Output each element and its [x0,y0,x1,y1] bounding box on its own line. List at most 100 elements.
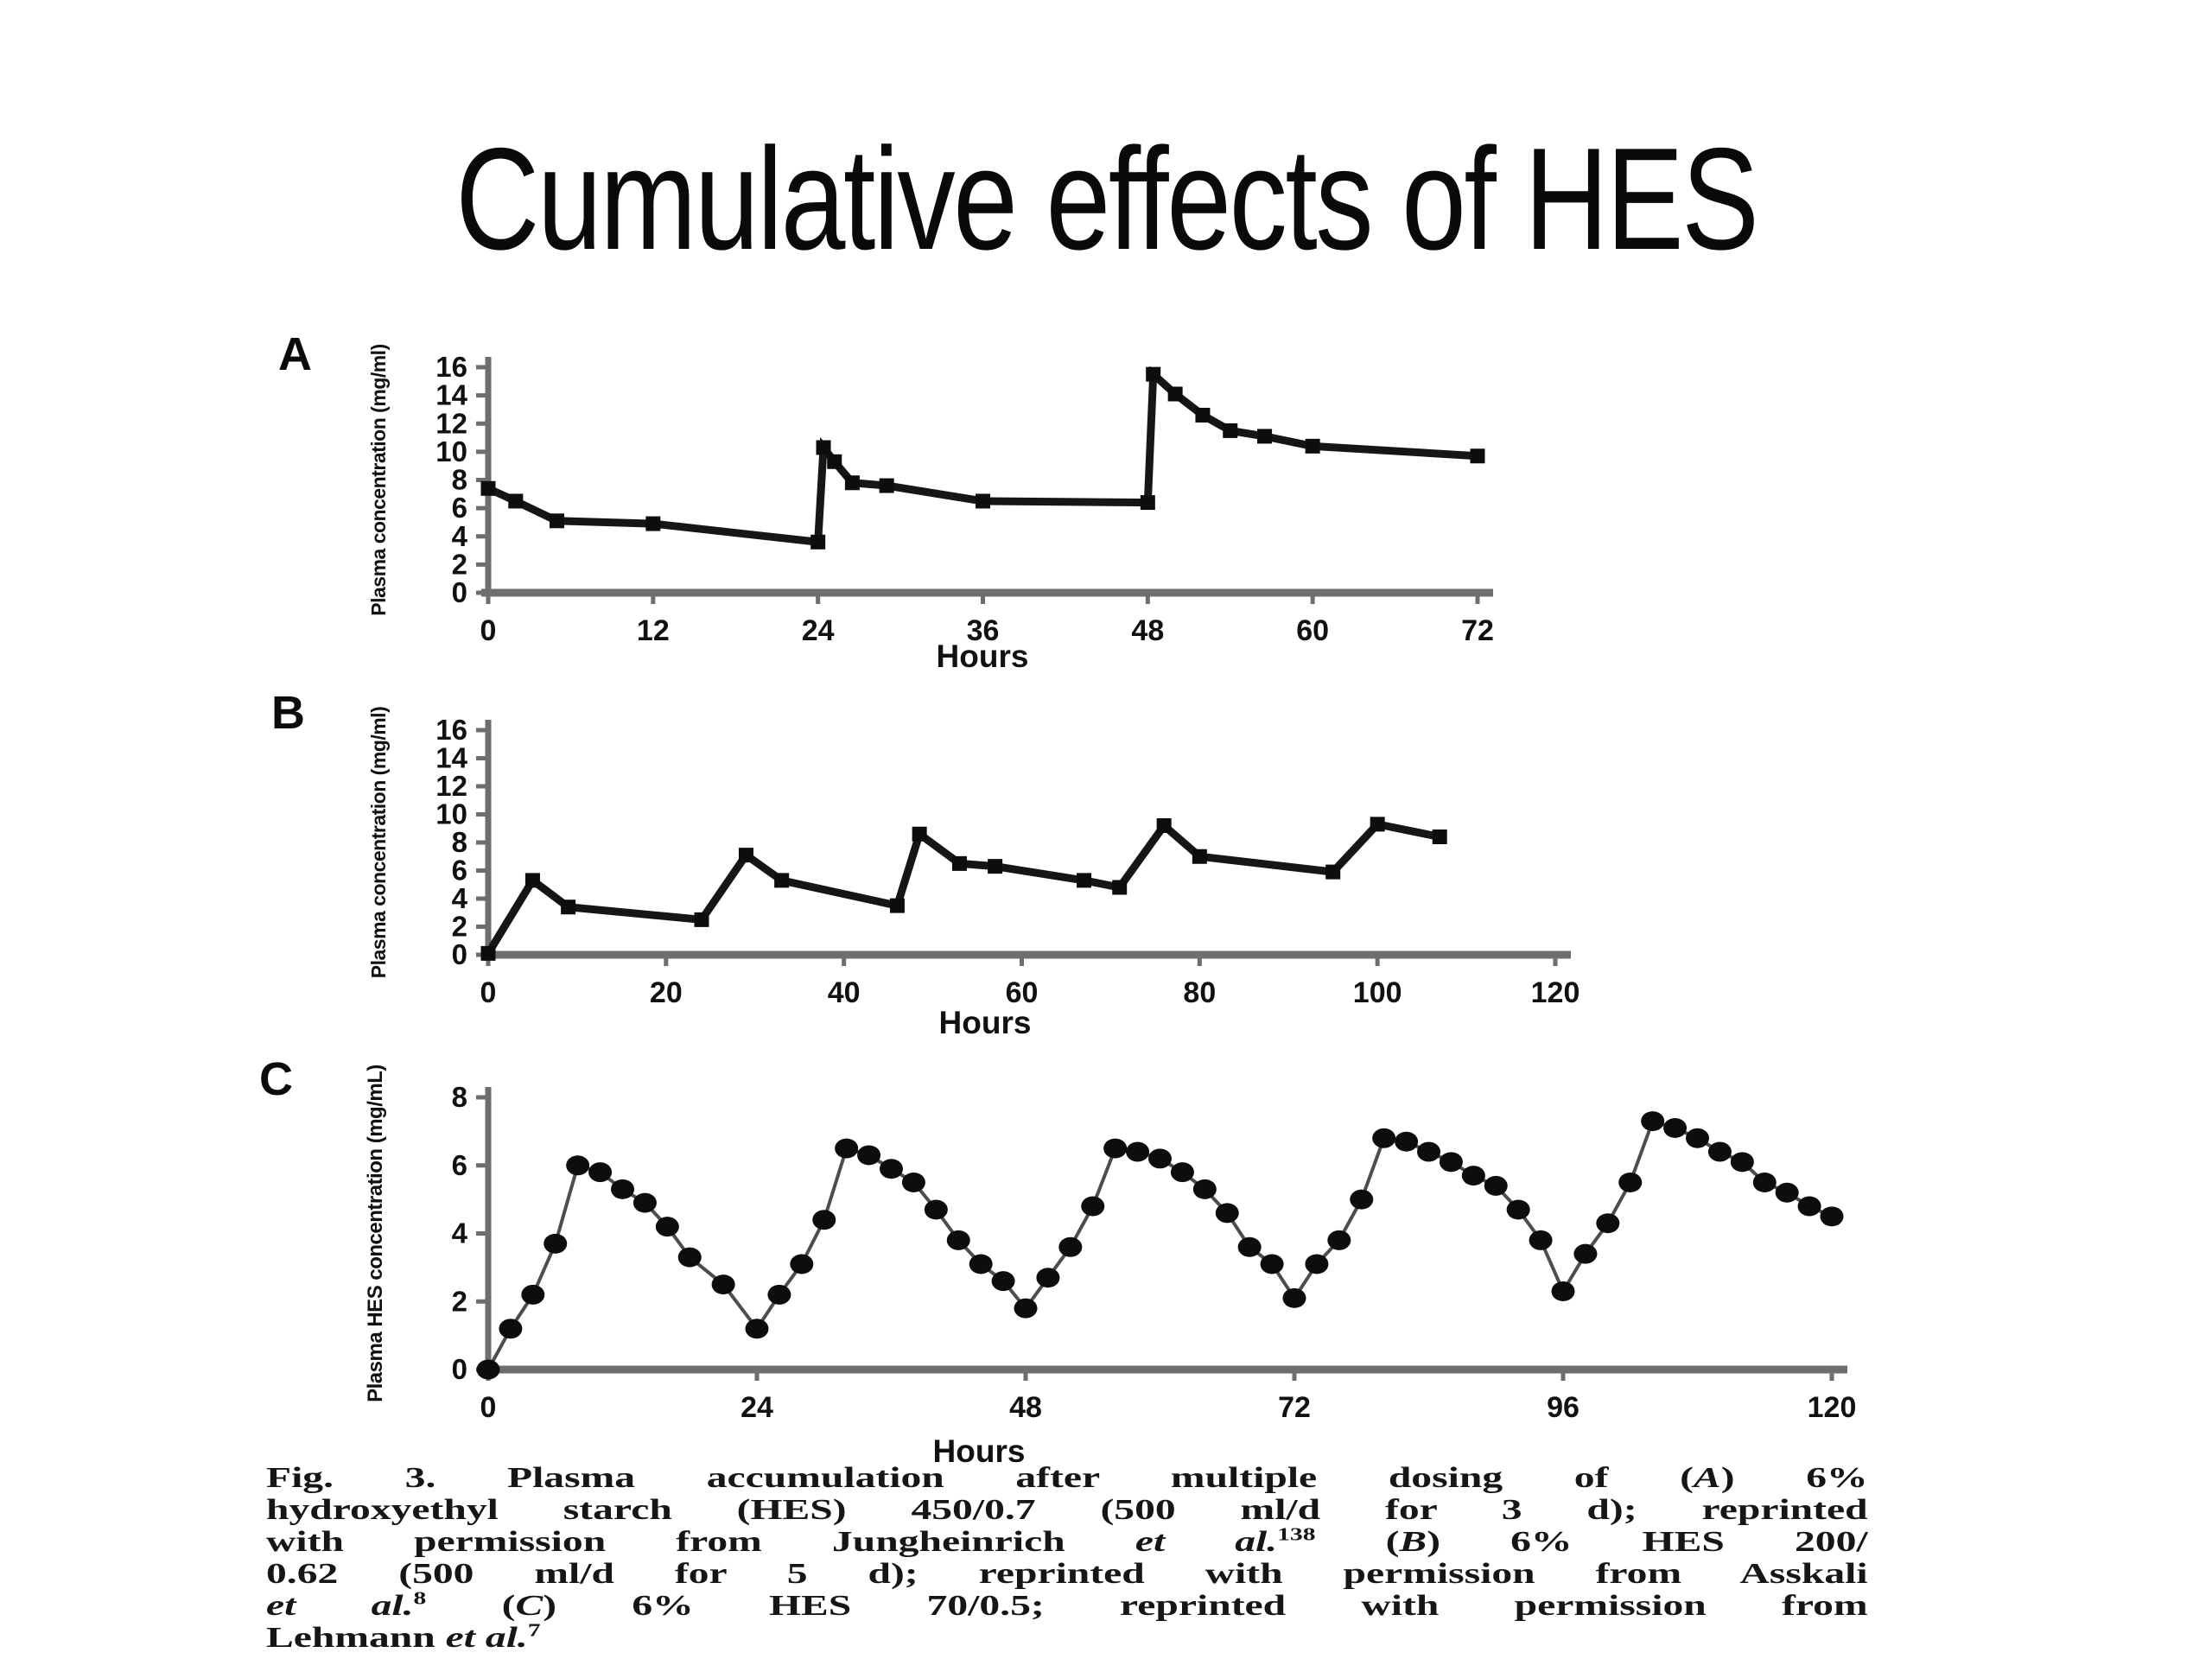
y-tick-label: 16 [435,714,467,746]
data-point [745,1319,769,1339]
series-line [486,365,1478,547]
data-point [1573,1243,1598,1264]
data-point [1126,1141,1150,1162]
caption-superscript: 138 [1277,1523,1316,1545]
data-point [508,493,524,509]
slide-title: Cumulative effects of HES [0,126,2212,271]
caption-text: et al. [266,1590,414,1622]
caption-line: Lehmann et al.7 [266,1619,1868,1654]
data-point [694,912,709,927]
x-axis-title: Hours [939,1005,1032,1040]
data-point [1140,495,1155,511]
data-point [1775,1182,1799,1203]
caption-line: 0.62 (500 ml/d for 5 d); reprinted with … [266,1558,1868,1590]
data-point [879,478,894,493]
data-point [1148,1148,1172,1169]
y-axis-title: Plasma concentration (mg/ml) [367,344,390,615]
caption-line: hydroxyethyl starch (HES) 450/0.7 (500 m… [266,1494,1868,1526]
data-point [677,1247,702,1268]
data-point [1470,448,1485,464]
y-tick-label: 2 [452,548,467,580]
data-point [524,873,540,888]
data-point [1156,818,1172,833]
caption-text: B [1399,1526,1427,1558]
data-point [1103,1138,1128,1159]
panel-label-c: C [259,1053,293,1105]
caption-text: A [1693,1462,1721,1494]
x-tick-label: 120 [1531,976,1580,1009]
data-point [767,1284,791,1305]
data-point [835,1138,859,1159]
caption-text: ( [1315,1526,1400,1558]
x-tick-label: 48 [1009,1391,1042,1424]
data-point [1305,438,1320,454]
x-tick-label: 60 [1296,614,1329,647]
caption-text: with permission from Jungheinrich [266,1526,1135,1558]
data-point [1506,1199,1530,1220]
x-tick-label: 0 [480,614,497,647]
data-point [991,1271,1015,1292]
data-point [1596,1213,1620,1234]
x-tick-label: 72 [1461,614,1494,647]
caption-text: hydroxyethyl starch (HES) 450/0.7 (500 m… [266,1494,1868,1526]
y-axis-title: Plasma HES concentration (mg/mL) [364,1065,387,1402]
data-point [1327,1230,1351,1250]
data-point [1618,1172,1643,1192]
data-point [1305,1254,1329,1274]
x-tick-label: 24 [802,614,835,647]
series-line [485,819,1441,956]
data-point [827,454,842,469]
y-tick-label: 10 [435,435,467,467]
data-point [1432,830,1447,844]
data-point [1372,1128,1396,1148]
data-point [1081,1196,1105,1217]
y-tick-label: 8 [452,464,467,496]
data-point [1077,873,1092,888]
data-point [1192,849,1207,864]
data-point [645,516,661,531]
y-tick-label: 4 [452,1217,468,1249]
y-tick-label: 6 [452,855,467,887]
data-point [912,826,927,842]
caption-superscript: 7 [527,1619,541,1641]
data-point [816,440,831,455]
data-point [1237,1236,1262,1257]
data-point [1257,429,1273,444]
data-point [1325,864,1341,880]
data-point [1192,1179,1217,1199]
data-point [480,945,496,961]
data-point [1282,1287,1306,1308]
y-tick-label: 6 [452,1149,467,1181]
y-tick-label: 4 [452,520,468,552]
data-point [889,898,905,913]
data-point [924,1199,948,1220]
x-tick-label: 36 [967,614,1000,647]
data-point [632,1192,657,1213]
data-point [969,1254,993,1274]
data-point [1707,1141,1732,1162]
data-point [1551,1281,1575,1301]
data-point [566,1155,590,1176]
data-point [611,1179,634,1199]
data-point [1395,1131,1419,1152]
x-axis-title: Hours [933,1433,1026,1469]
y-tick-label: 4 [452,882,468,914]
data-point [946,1230,970,1250]
caption-text: 0.62 (500 ml/d for 5 d); reprinted with … [266,1558,1868,1590]
caption-line: Fig. 3. Plasma accumulation after multip… [266,1462,1868,1494]
data-point [711,1274,735,1295]
data-point [857,1145,881,1166]
y-tick-label: 8 [452,1081,467,1113]
y-tick-label: 8 [452,826,467,858]
data-point [1752,1172,1777,1192]
data-point [1036,1268,1060,1288]
data-point [1058,1236,1083,1257]
caption-text: et al. [445,1622,528,1654]
figure-caption: Fig. 3. Plasma accumulation after multip… [266,1462,1868,1654]
y-tick-label: 12 [435,770,467,802]
data-point [976,493,990,509]
y-axis-title: Plasma concentration (mg/ml) [367,707,390,978]
x-tick-label: 100 [1353,976,1402,1009]
caption-text: ) 6% [1720,1462,1868,1494]
caption-text: ) 6% HES 200/ [1427,1526,1868,1558]
